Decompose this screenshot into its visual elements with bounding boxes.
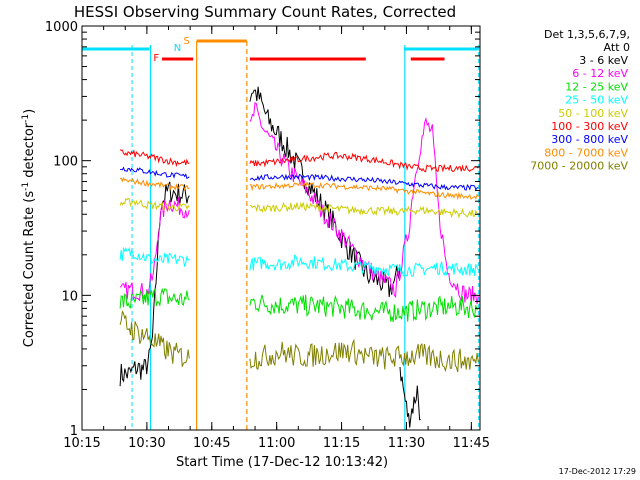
flag-letter-n: N (174, 43, 181, 54)
series-line-3-0 (119, 246, 190, 267)
series-line-5-1 (249, 151, 479, 173)
legend-entry: 7000 - 20000 keV (530, 160, 628, 173)
x-tick-label: 10:45 (193, 436, 230, 451)
series-line-8-1 (249, 338, 479, 373)
series-line-6-0 (120, 166, 190, 180)
x-tick-label: 11:15 (323, 436, 360, 451)
y-tick-label: 1 (70, 424, 78, 439)
series-line-0-0 (119, 181, 190, 387)
flag-bars: F NS (82, 36, 480, 430)
y-tick-label: 100 (53, 155, 78, 170)
legend-entry: 3 - 6 keV (579, 54, 628, 67)
legend-entry: 25 - 50 keV (565, 94, 628, 107)
legend-entry: 12 - 25 keV (565, 80, 628, 93)
x-tick-label: 11:00 (258, 436, 295, 451)
legend-header-1: Det 1,3,5,6,7,9, (544, 28, 630, 41)
y-tick-label: 10 (61, 289, 78, 304)
flag-letter-s: S (183, 36, 189, 47)
series-line-1-0 (119, 197, 190, 302)
series-line-7-0 (119, 176, 190, 191)
series-line-4-1 (249, 201, 479, 219)
legend-entry: 300 - 800 keV (551, 133, 628, 146)
series-line-7-1 (249, 181, 479, 201)
x-tick-label: 10:15 (63, 436, 100, 451)
plot-frame (81, 25, 481, 431)
series-line-6-1 (249, 173, 479, 191)
footer-date: 17-Dec-2012 17:29 (559, 467, 636, 476)
chart-title: HESSI Observing Summary Count Rates, Cor… (74, 3, 456, 21)
legend-header-2: Att 0 (604, 41, 630, 54)
series-line-3-1 (249, 254, 479, 278)
x-tick-label: 11:45 (453, 436, 490, 451)
legend-entry: 800 - 7000 keV (544, 146, 628, 159)
legend-entry: 50 - 100 keV (558, 107, 628, 120)
series-line-0-1 (249, 86, 401, 298)
series-line-2-1 (249, 294, 479, 323)
series-line-4-0 (119, 197, 190, 212)
y-axis-label: Corrected Count Rate (s-1 detector-1) (21, 109, 37, 347)
legend-entry: 6 - 12 keV (572, 67, 628, 80)
series-line-5-0 (119, 149, 190, 168)
y-tick-label: 1000 (45, 20, 78, 35)
legend-entry: 100 - 300 keV (551, 120, 628, 133)
x-axis-label: Start Time (17-Dec-12 10:13:42) (176, 455, 388, 470)
series-line-2-0 (119, 287, 190, 309)
x-tick-label: 11:30 (388, 436, 425, 451)
series-group (119, 86, 479, 428)
flag-letter-f: F (153, 53, 159, 64)
x-tick-label: 10:30 (128, 436, 165, 451)
series-line-8-0 (119, 309, 190, 367)
series-line-0-2 (399, 366, 421, 428)
axes: 10:15 10:30 10:45 11:00 11:15 11:30 11:45 1 10 10… (45, 20, 490, 451)
